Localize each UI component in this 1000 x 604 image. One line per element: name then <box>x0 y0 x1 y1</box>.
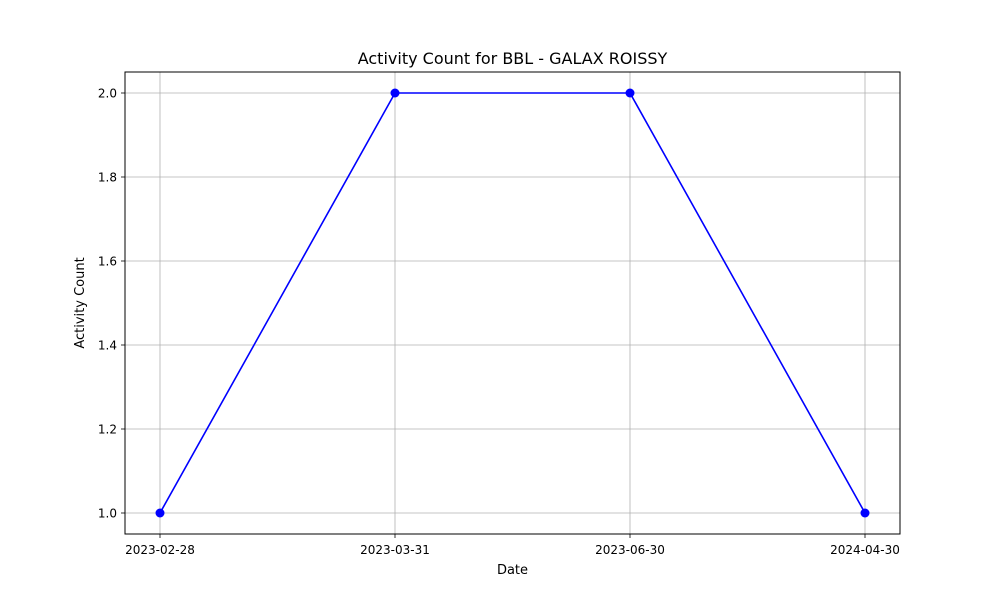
data-point-marker <box>625 88 635 98</box>
y-tick-label: 1.2 <box>98 423 117 437</box>
x-axis-label: Date <box>497 563 528 578</box>
series-line <box>159 92 866 514</box>
data-point-marker <box>155 508 165 518</box>
chart-title: Activity Count for BBL - GALAX ROISSY <box>358 49 668 68</box>
x-tick-label: 2024-04-30 <box>830 543 900 557</box>
y-tick-label: 1.4 <box>98 339 117 353</box>
y-tick-label: 2.0 <box>98 87 117 101</box>
data-points <box>155 88 870 518</box>
y-tick-label: 1.6 <box>98 255 117 269</box>
x-tick-label: 2023-02-28 <box>125 543 195 557</box>
data-point-marker <box>390 88 400 98</box>
series-line-layer <box>159 92 866 514</box>
data-point-marker <box>860 508 870 518</box>
y-axis-ticks: 1.0 1.2 1.4 1.6 1.8 2.0 <box>98 87 125 521</box>
y-axis-label: Activity Count <box>73 257 88 348</box>
plot-area-frame <box>124 71 901 535</box>
x-tick-label: 2023-03-31 <box>360 543 430 557</box>
y-tick-label: 1.0 <box>98 507 117 521</box>
x-axis-ticks: 2023-02-28 2023-03-31 2023-06-30 2024-04-30 <box>125 534 900 557</box>
x-tick-label: 2023-06-30 <box>595 543 665 557</box>
y-tick-label: 1.8 <box>98 171 117 185</box>
